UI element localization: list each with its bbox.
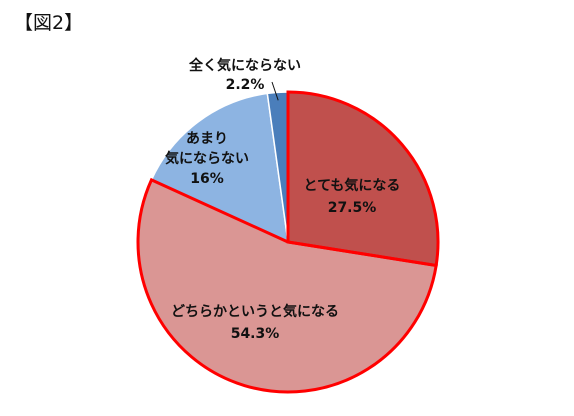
slice-label: 全く気にならない 2.2% [188,57,301,93]
slice-highlight-outline [136,177,438,394]
figure-title: 【図2】 [14,12,84,34]
pie-slice [150,92,289,244]
slice-label: あまり気にならない 16% [165,131,249,187]
slice-highlight-outline [286,90,440,268]
leader-line [271,81,279,101]
slice-label: どちらかというと気になる 54.3% [171,303,339,342]
slice-label: とても気になる 27.5% [304,177,401,216]
